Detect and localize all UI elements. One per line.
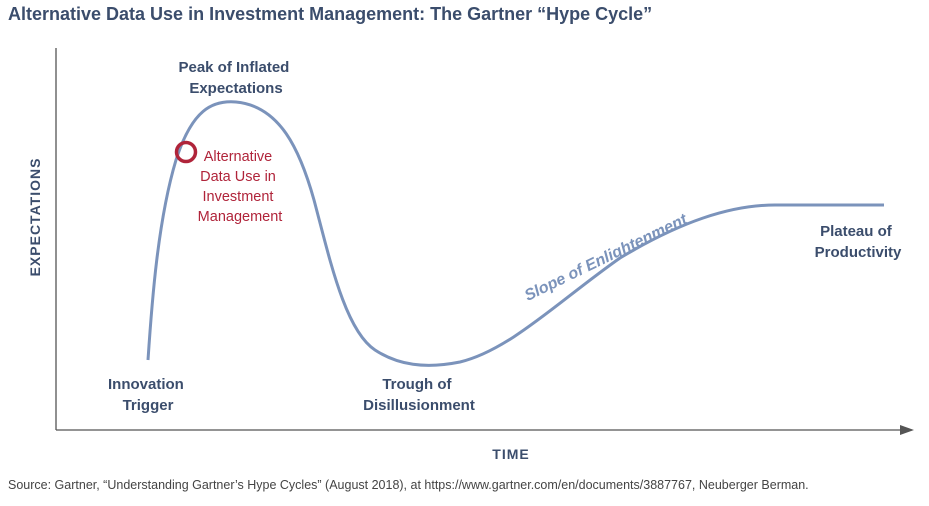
stage-plateau-line-1: Plateau of: [820, 223, 893, 240]
marker-label: Alternative Data Use in Investment Manag…: [198, 149, 283, 225]
x-axis-label: TIME: [492, 446, 529, 462]
stage-peak-label: Peak of Inflated Expectations: [178, 59, 293, 97]
stage-trigger-line-2: Trigger: [123, 397, 174, 414]
stage-slope-label: Slope of Enlightenment: [522, 211, 691, 305]
stage-trough-line-2: Disillusionment: [363, 397, 475, 414]
stage-plateau-label: Plateau of Productivity: [815, 223, 902, 261]
stage-trigger-line-1: Innovation: [108, 376, 184, 393]
stage-trough-label: Trough of Disillusionment: [363, 376, 475, 414]
source-note: Source: Gartner, “Understanding Gartner’…: [8, 478, 809, 492]
marker-line-3: Investment: [203, 189, 274, 205]
stage-trough-line-1: Trough of: [382, 376, 452, 393]
stage-peak-line-1: Peak of Inflated: [178, 59, 289, 76]
stage-plateau-line-2: Productivity: [815, 244, 902, 261]
stage-trigger-label: Innovation Trigger: [108, 376, 188, 414]
y-axis-label: EXPECTATIONS: [27, 158, 43, 277]
marker-line-4: Management: [198, 209, 283, 225]
hype-cycle-diagram: EXPECTATIONS TIME Peak of Inflated Expec…: [0, 0, 929, 470]
hype-curve: [148, 102, 884, 366]
marker-line-1: Alternative: [204, 149, 273, 165]
marker-line-2: Data Use in: [200, 169, 276, 185]
stage-peak-line-2: Expectations: [189, 80, 282, 97]
